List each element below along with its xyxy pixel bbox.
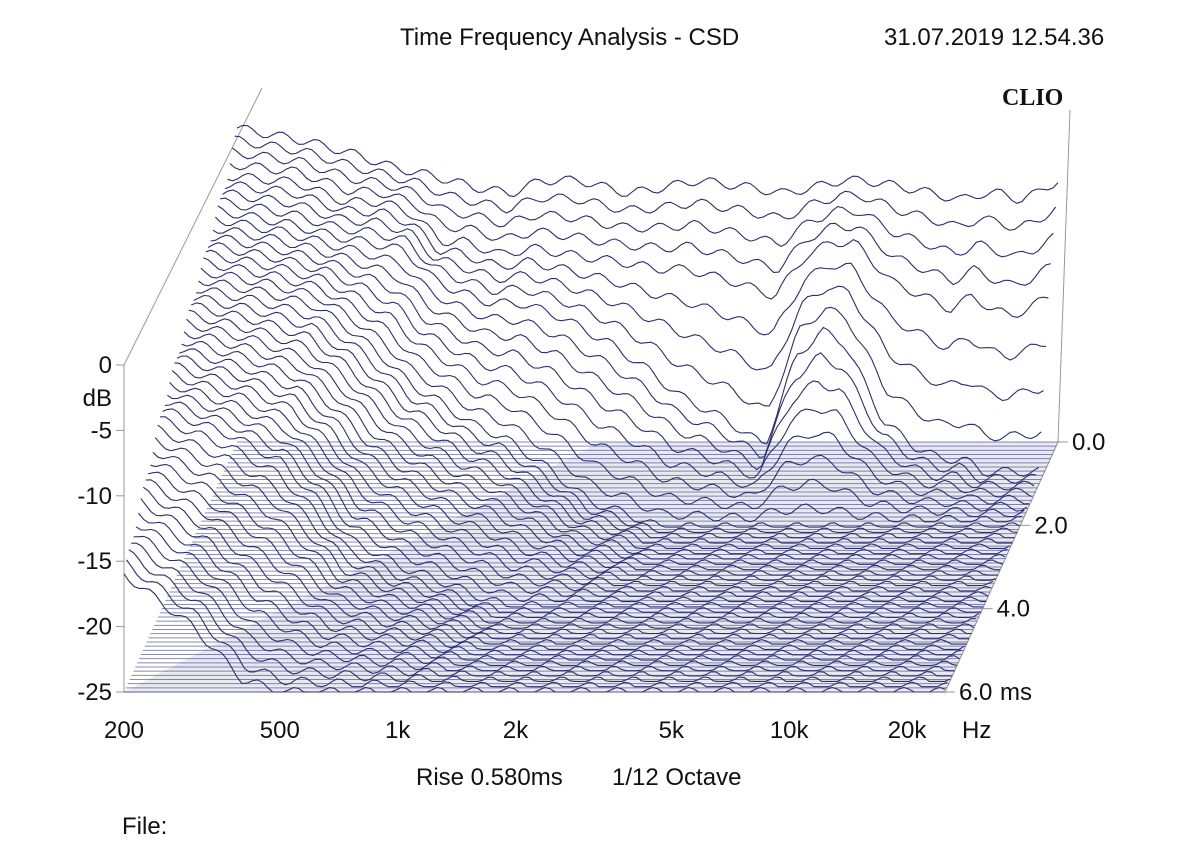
x-unit-label: Hz [962,717,991,744]
waterfall-slice [212,227,1035,491]
back-right-edge [1057,109,1071,443]
waterfall-slice [128,549,951,682]
x-tick-label: 2k [503,717,529,744]
waterfall-slice [176,355,998,576]
waterfall-slice [227,172,1049,318]
x-tick-label: 500 [260,717,300,744]
y-tick-label: -5 [91,417,112,444]
x-tick-label: 1k [385,717,411,744]
waterfall-slice [154,437,977,624]
y-axis-ticks: 0 -5 -10 -15 -20 -25 dB [77,352,124,706]
depth-edge-top [123,87,263,366]
waterfall-slice [200,267,1022,523]
waterfall-slice [210,234,1032,498]
waterfall-slices [123,124,1059,693]
waterfall-slice [179,348,1001,571]
waterfall-slice [123,573,946,693]
z-tick-label: 0.0 [1072,429,1105,456]
waterfall-slice [205,249,1028,512]
y-tick-label: -10 [77,483,112,510]
waterfall-slice [188,309,1011,549]
x-axis-ticks: 200 500 1k 2k 5k 10k 20k Hz [104,717,991,744]
waterfall-slice [174,362,996,581]
waterfall-slice [150,463,972,635]
waterfall-slice [217,205,1040,477]
waterfall-slice [162,408,984,608]
waterfall-slice [203,257,1025,518]
waterfall-slice [171,370,994,587]
waterfall-slice [196,287,1018,533]
waterfall-slice [133,535,955,672]
waterfall-slice [160,416,982,613]
z-tick-label: 4.0 [997,596,1030,623]
x-tick-label: 200 [104,717,144,744]
waterfall-slice [198,279,1020,528]
waterfall-slice [164,401,986,603]
y-tick-label: 0 [99,352,112,379]
x-tick-label: 10k [770,717,810,744]
waterfall-slice [229,162,1051,286]
waterfall-slice [224,181,1047,361]
waterfall-slice [236,124,1059,205]
y-axis-label: dB [83,385,112,412]
y-tick-label: -15 [77,548,112,575]
z-tick-label: 6.0 [959,679,992,706]
z-tick-label: 2.0 [1034,512,1067,539]
waterfall-slice [137,512,960,661]
y-tick-label: -25 [77,679,112,706]
waterfall-slice [207,242,1030,505]
x-tick-label: 20k [888,717,928,744]
waterfall-slice [131,542,953,677]
footer-resolution: 1/12 Octave [612,764,742,791]
waterfall-slice [193,294,1015,539]
waterfall-slice [145,479,967,645]
waterfall-slice [157,424,979,619]
footer-rise: Rise 0.580ms [416,764,563,791]
waterfall-slice [152,451,975,629]
x-tick-label: 5k [659,717,685,744]
waterfall-slice [222,189,1044,402]
waterfall-slice [215,216,1037,484]
waterfall-slice [234,135,1057,231]
waterfall-slice [147,471,969,640]
timestamp: 31.07.2019 12.54.36 [884,24,1105,51]
waterfall-slice [231,147,1054,258]
waterfall-slice [191,302,1013,544]
waterfall-slice [169,382,991,592]
waterfall-slice [125,559,948,688]
waterfall-slice [186,318,1008,555]
waterfall-slice [142,486,965,650]
waterfall-slice [167,394,989,597]
waterfall-slice [181,340,1003,565]
brand-logo: CLIO [1002,85,1064,111]
waterfall-slice [140,498,962,656]
waterfall-slice [183,331,1006,560]
waterfall-slice [135,526,958,666]
z-axis-ticks: 0.0 2.0 4.0 6.0 ms [945,429,1105,706]
chart-title: Time Frequency Analysis - CSD [400,24,740,51]
file-label: File: [122,813,168,840]
waterfall-slice [220,197,1042,442]
y-tick-label: -20 [77,614,112,641]
z-unit-label: ms [1000,679,1032,706]
